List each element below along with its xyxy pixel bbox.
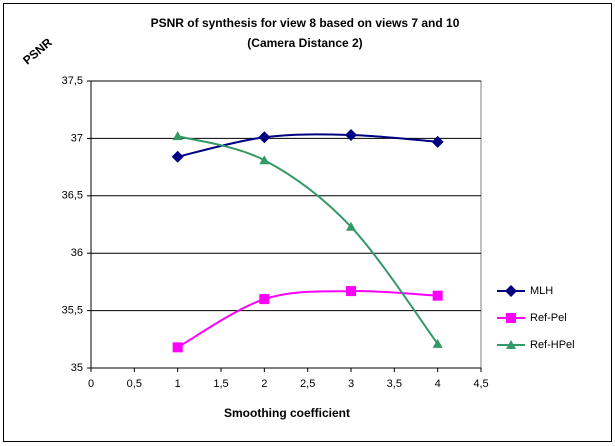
x-tick-label: 0,5 — [127, 378, 142, 390]
chart-subtitle: (Camera Distance 2) — [247, 36, 362, 50]
series-line — [177, 135, 439, 345]
y-tick-label: 37 — [71, 132, 83, 144]
x-tick-label: 3 — [348, 378, 354, 390]
x-tick-label: 1 — [175, 378, 181, 390]
marker — [258, 131, 271, 144]
x-tick-label: 3,5 — [387, 378, 402, 390]
x-tick-label: 4,5 — [473, 378, 488, 390]
marker — [259, 155, 270, 165]
x-tick-label: 1,5 — [213, 378, 228, 390]
series-line — [177, 290, 438, 349]
legend-label: Ref-HPel — [530, 339, 575, 351]
marker — [345, 128, 357, 141]
legend-label: MLH — [530, 285, 553, 297]
y-tick-label: 35,5 — [62, 305, 83, 317]
marker — [431, 135, 444, 148]
marker — [172, 342, 183, 353]
legend-marker — [506, 340, 516, 349]
marker — [259, 294, 270, 305]
legend-label: Ref-Pel — [530, 312, 567, 324]
marker — [171, 150, 184, 163]
y-tick-label: 36,5 — [62, 190, 83, 202]
x-tick-label: 4 — [435, 378, 441, 390]
marker — [346, 221, 356, 231]
marker — [346, 286, 356, 297]
plot-area — [90, 80, 482, 369]
marker — [432, 290, 443, 301]
legend-marker — [505, 285, 517, 297]
chart-title: PSNR of synthesis for view 8 based on vi… — [151, 16, 460, 30]
x-tick-label: 2,5 — [300, 378, 315, 390]
y-tick-label: 37,5 — [62, 75, 83, 87]
y-tick-label: 35 — [71, 362, 83, 374]
marker — [172, 131, 183, 141]
marker — [432, 338, 443, 348]
legend-marker — [506, 313, 516, 323]
x-tick-label: 2 — [261, 378, 267, 390]
series-line — [177, 133, 438, 158]
x-tick-label: 0 — [88, 378, 94, 390]
y-tick-label: 36 — [71, 247, 83, 259]
x-axis-label: Smoothing coefficient — [224, 406, 350, 420]
